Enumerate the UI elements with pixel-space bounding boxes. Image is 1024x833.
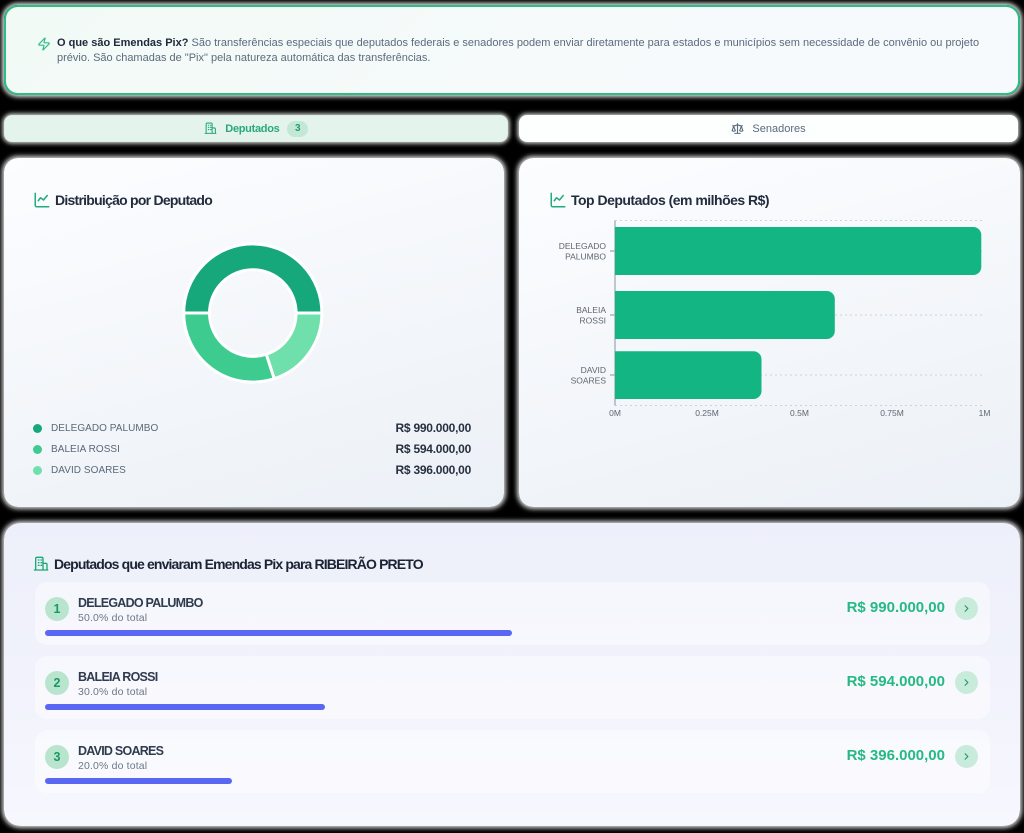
- svg-text:0.75M: 0.75M: [880, 408, 904, 418]
- svg-text:PALUMBO: PALUMBO: [565, 252, 606, 262]
- svg-text:ROSSI: ROSSI: [580, 316, 606, 326]
- svg-text:BALEIA: BALEIA: [576, 305, 606, 315]
- svg-text:SOARES: SOARES: [571, 376, 607, 386]
- svg-text:1M: 1M: [979, 408, 991, 418]
- svg-text:0M: 0M: [609, 408, 621, 418]
- svg-text:0.25M: 0.25M: [695, 408, 719, 418]
- svg-text:DAVID: DAVID: [581, 365, 606, 375]
- svg-text:DELEGADO: DELEGADO: [559, 241, 607, 251]
- svg-text:0.5M: 0.5M: [790, 408, 809, 418]
